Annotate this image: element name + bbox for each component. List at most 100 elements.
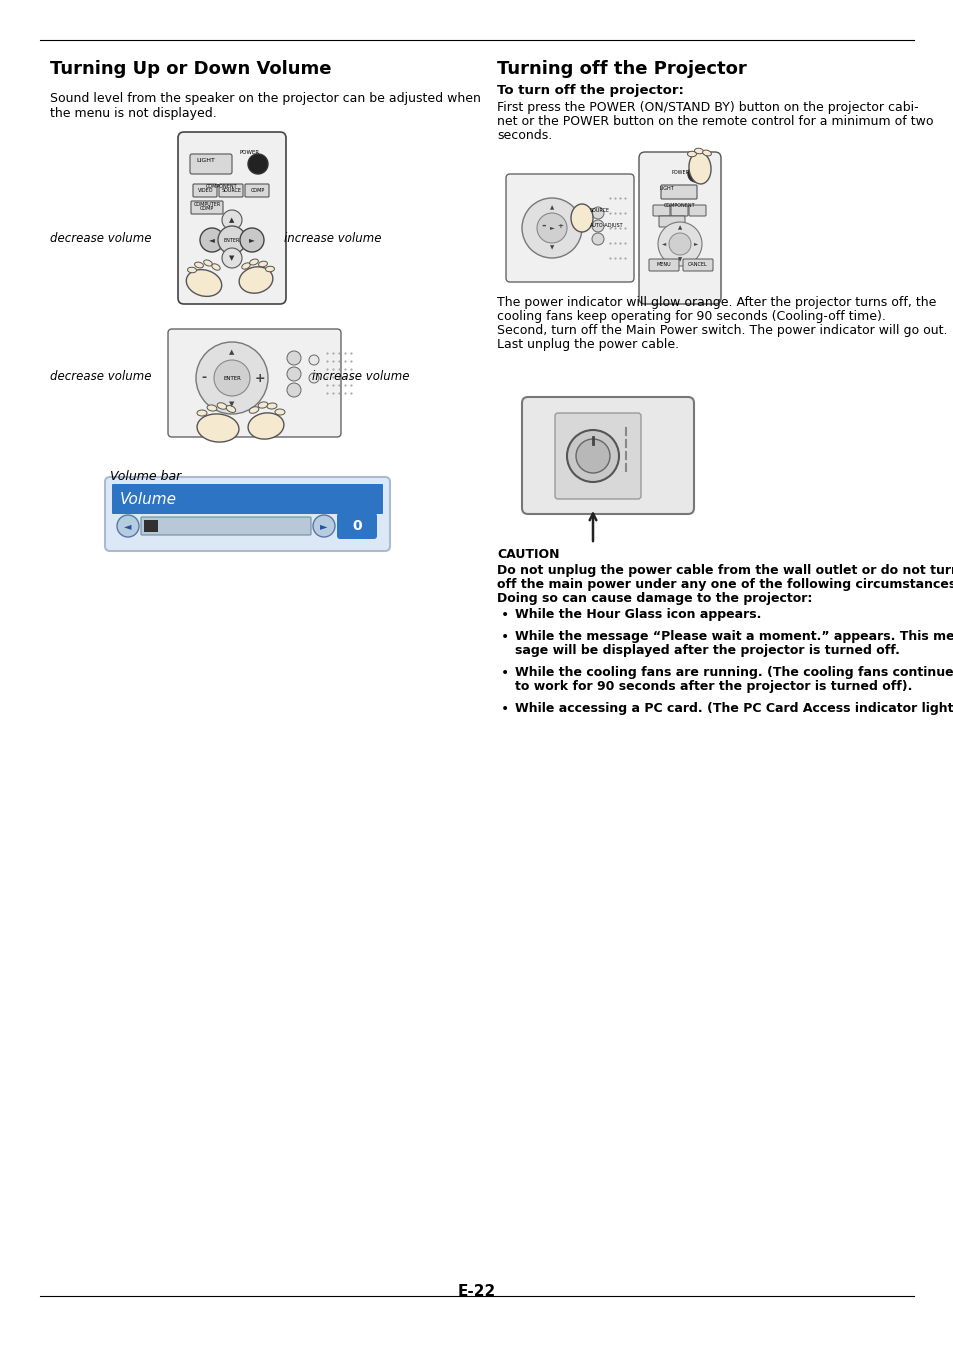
Ellipse shape	[274, 408, 285, 415]
Text: sage will be displayed after the projector is turned off.: sage will be displayed after the project…	[515, 644, 899, 656]
Text: 0: 0	[352, 519, 361, 532]
Ellipse shape	[688, 152, 710, 183]
Ellipse shape	[194, 262, 203, 268]
Text: Volume bar: Volume bar	[110, 470, 181, 483]
FancyBboxPatch shape	[555, 412, 640, 499]
Text: MENU: MENU	[656, 263, 671, 267]
Ellipse shape	[701, 150, 711, 156]
Text: Last unplug the power cable.: Last unplug the power cable.	[497, 338, 679, 350]
Text: CAUTION: CAUTION	[497, 549, 558, 561]
Text: ►: ►	[549, 225, 554, 231]
Text: •: •	[500, 608, 509, 621]
FancyBboxPatch shape	[141, 518, 311, 535]
Ellipse shape	[241, 263, 250, 270]
Circle shape	[658, 222, 701, 266]
Circle shape	[537, 213, 566, 243]
Text: •: •	[500, 630, 509, 644]
Text: ▲: ▲	[678, 225, 681, 231]
Ellipse shape	[226, 406, 235, 412]
Text: Do not unplug the power cable from the wall outlet or do not turn: Do not unplug the power cable from the w…	[497, 563, 953, 577]
Text: decrease volume: decrease volume	[50, 232, 152, 244]
Text: COMPONENT: COMPONENT	[206, 183, 237, 189]
Text: -: -	[541, 221, 546, 231]
Circle shape	[313, 515, 335, 537]
Text: While the message “Please wait a moment.” appears. This mes-: While the message “Please wait a moment.…	[515, 630, 953, 643]
Text: +: +	[557, 222, 562, 229]
Text: While accessing a PC card. (The PC Card Access indicator lights.): While accessing a PC card. (The PC Card …	[515, 702, 953, 714]
Ellipse shape	[239, 267, 273, 294]
Ellipse shape	[265, 267, 274, 272]
Text: Volume: Volume	[120, 492, 177, 507]
Text: E-22: E-22	[457, 1285, 496, 1299]
Circle shape	[195, 342, 268, 414]
Ellipse shape	[249, 407, 258, 414]
Ellipse shape	[248, 412, 284, 439]
Text: ◄: ◄	[661, 241, 665, 247]
Text: to work for 90 seconds after the projector is turned off).: to work for 90 seconds after the project…	[515, 679, 911, 693]
Text: The power indicator will glow orange. After the projector turns off, the: The power indicator will glow orange. Af…	[497, 297, 936, 309]
Circle shape	[287, 367, 301, 381]
Text: decrease volume: decrease volume	[50, 369, 152, 383]
Circle shape	[592, 208, 603, 218]
Text: LIGHT: LIGHT	[659, 186, 674, 191]
Text: COMPONENT: COMPONENT	[663, 204, 695, 208]
Text: •: •	[500, 702, 509, 716]
Text: COMP: COMP	[200, 205, 213, 210]
Text: ►: ►	[249, 236, 254, 244]
FancyBboxPatch shape	[659, 216, 684, 226]
Circle shape	[287, 383, 301, 398]
Text: increase volume: increase volume	[284, 232, 381, 244]
FancyBboxPatch shape	[112, 484, 382, 514]
Circle shape	[222, 210, 242, 231]
Text: seconds.: seconds.	[497, 129, 552, 142]
Text: SOURCE: SOURCE	[222, 189, 242, 194]
Text: ▲: ▲	[229, 349, 234, 355]
Text: increase volume: increase volume	[312, 369, 409, 383]
Circle shape	[592, 233, 603, 245]
Text: net or the POWER button on the remote control for a minimum of two: net or the POWER button on the remote co…	[497, 115, 933, 128]
FancyBboxPatch shape	[521, 398, 693, 514]
Text: Doing so can cause damage to the projector:: Doing so can cause damage to the project…	[497, 592, 812, 605]
Text: Second, turn off the Main Power switch. The power indicator will go out.: Second, turn off the Main Power switch. …	[497, 324, 946, 337]
Text: Turning off the Projector: Turning off the Projector	[497, 61, 746, 78]
Ellipse shape	[217, 403, 227, 410]
Text: off the main power under any one of the following circumstances.: off the main power under any one of the …	[497, 578, 953, 590]
Text: ▲: ▲	[549, 205, 554, 210]
Text: COMPUTER: COMPUTER	[193, 202, 221, 208]
FancyBboxPatch shape	[505, 174, 634, 282]
FancyBboxPatch shape	[639, 152, 720, 305]
Ellipse shape	[207, 404, 216, 411]
Ellipse shape	[204, 260, 213, 266]
Ellipse shape	[571, 204, 593, 232]
FancyBboxPatch shape	[660, 185, 697, 200]
Text: Turning Up or Down Volume: Turning Up or Down Volume	[50, 61, 331, 78]
Text: To turn off the projector:: To turn off the projector:	[497, 84, 683, 97]
Circle shape	[222, 248, 242, 268]
FancyBboxPatch shape	[245, 183, 269, 197]
Circle shape	[687, 166, 703, 182]
Ellipse shape	[258, 402, 268, 408]
Text: POWER: POWER	[671, 170, 689, 175]
FancyBboxPatch shape	[652, 205, 669, 216]
Ellipse shape	[196, 410, 207, 417]
Ellipse shape	[212, 264, 220, 270]
Circle shape	[592, 220, 603, 232]
Ellipse shape	[267, 403, 276, 408]
Text: LIGHT: LIGHT	[195, 158, 214, 163]
Text: Sound level from the speaker on the projector can be adjusted when: Sound level from the speaker on the proj…	[50, 92, 480, 105]
Circle shape	[200, 228, 224, 252]
FancyBboxPatch shape	[688, 205, 705, 216]
Circle shape	[218, 226, 246, 253]
Ellipse shape	[197, 414, 238, 442]
Circle shape	[287, 350, 301, 365]
Text: ▼: ▼	[678, 257, 681, 263]
Text: ▼: ▼	[549, 245, 554, 251]
Ellipse shape	[250, 259, 258, 266]
Text: While the Hour Glass icon appears.: While the Hour Glass icon appears.	[515, 608, 760, 621]
Text: COMP: COMP	[251, 189, 265, 194]
Text: •: •	[500, 666, 509, 679]
Text: While the cooling fans are running. (The cooling fans continue: While the cooling fans are running. (The…	[515, 666, 953, 679]
FancyBboxPatch shape	[219, 183, 243, 197]
FancyBboxPatch shape	[648, 259, 679, 271]
Text: ENTER: ENTER	[223, 376, 241, 380]
